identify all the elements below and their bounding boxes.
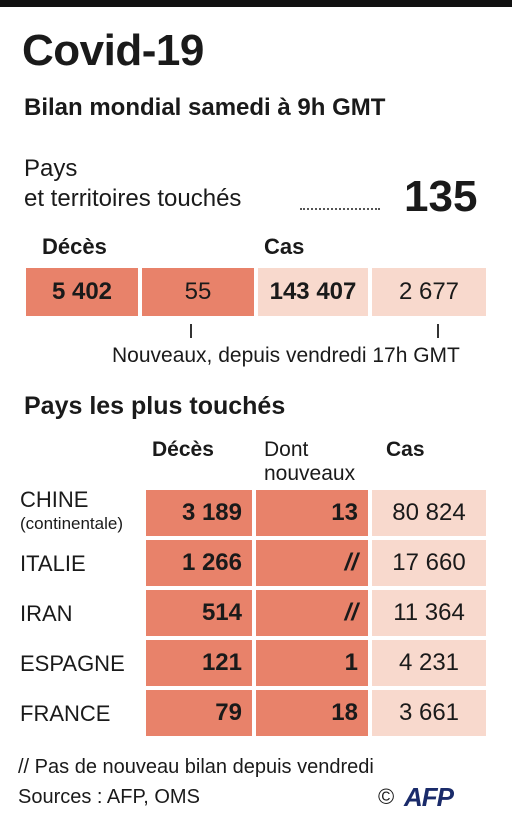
row-country-name: ITALIE: [20, 551, 86, 576]
chart-subtitle: Bilan mondial samedi à 9h GMT: [24, 94, 386, 121]
cell-nouveaux: 18: [256, 690, 368, 736]
summary-cas-nouveaux: 2 677: [372, 268, 486, 316]
col-header-nouveaux: Dont nouveaux: [264, 438, 355, 486]
cell-deces: 1 266: [146, 540, 252, 586]
top-bar: [0, 0, 512, 7]
cell-cas: 17 660: [372, 540, 486, 586]
summary-cas-header: Cas: [264, 234, 305, 259]
summary-cas-total: 143 407: [258, 268, 368, 316]
tick-mark: [190, 324, 192, 338]
copyright-symbol: ©: [378, 784, 395, 809]
cell-cas: 80 824: [372, 490, 486, 536]
row-country: ITALIE: [20, 552, 86, 576]
nouveaux-note: Nouveaux, depuis vendredi 17h GMT: [112, 344, 460, 367]
cell-cas: 4 231: [372, 640, 486, 686]
cell-nouveaux: //: [256, 540, 368, 586]
pays-label: Pays et territoires touchés: [24, 154, 241, 214]
sources: Sources : AFP, OMS: [18, 786, 200, 808]
afp-logo: AFP: [404, 782, 454, 812]
cell-nouveaux: //: [256, 590, 368, 636]
row-country: ESPAGNE: [20, 652, 125, 676]
row-country: FRANCE: [20, 702, 110, 726]
cell-cas: 11 364: [372, 590, 486, 636]
section-title: Pays les plus touchés: [24, 392, 286, 420]
col-header-cas: Cas: [386, 438, 425, 461]
row-country-sub: (continentale): [20, 514, 124, 533]
row-country-name: ESPAGNE: [20, 651, 125, 676]
cell-deces: 121: [146, 640, 252, 686]
tick-mark: [437, 324, 439, 338]
cell-nouveaux: 1: [256, 640, 368, 686]
pays-label-line1: Pays: [24, 155, 78, 182]
row-country-name: FRANCE: [20, 701, 111, 726]
summary-deces-total: 5 402: [26, 268, 138, 316]
row-country-name: CHINE: [20, 487, 89, 512]
cell-nouveaux: 13: [256, 490, 368, 536]
row-country: CHINE (continentale): [20, 488, 123, 536]
chart-title: Covid-19: [22, 26, 204, 75]
cell-cas: 3 661: [372, 690, 486, 736]
col-header-nouveaux-line1: Dont: [264, 438, 309, 461]
pays-label-line2: et territoires touchés: [24, 185, 242, 212]
summary-deces-header: Décès: [42, 234, 107, 259]
cell-deces: 3 189: [146, 490, 252, 536]
cell-deces: 514: [146, 590, 252, 636]
summary-deces-nouveaux: 55: [142, 268, 254, 316]
row-country-name: IRAN: [20, 601, 73, 626]
col-header-nouveaux-line2: nouveaux: [264, 462, 356, 485]
cell-deces: 79: [146, 690, 252, 736]
pays-value: 135: [404, 172, 478, 221]
col-header-deces: Décès: [152, 438, 214, 461]
footnote: // Pas de nouveau bilan depuis vendredi: [18, 756, 374, 778]
row-country: IRAN: [20, 602, 73, 626]
leader-dots: [300, 208, 380, 210]
